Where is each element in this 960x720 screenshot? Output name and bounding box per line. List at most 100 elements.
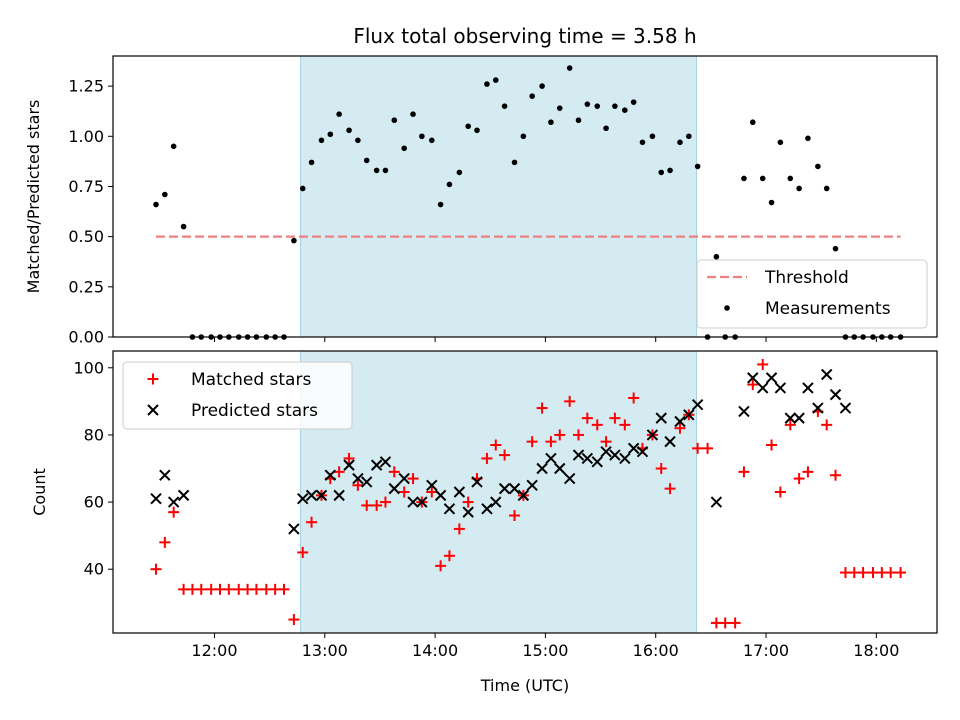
data-point (471, 476, 483, 488)
data-point (812, 402, 824, 414)
data-point (398, 486, 410, 498)
count-panel: 40 60 80 100 12:00 13:00 14:00 15:00 16:00 17:00… (30, 350, 938, 660)
data-point (747, 379, 759, 391)
data-point (581, 412, 593, 424)
x-tick-label: 15:00 (522, 641, 568, 660)
data-point (548, 119, 554, 126)
data-point (591, 419, 603, 431)
data-point (895, 567, 907, 579)
data-point (757, 382, 769, 394)
data-point (195, 583, 207, 595)
predicted-stars-series (150, 368, 852, 535)
data-point (410, 111, 416, 118)
data-point (250, 583, 262, 595)
data-point (622, 107, 628, 113)
data-point (805, 135, 811, 142)
data-point (774, 486, 786, 498)
data-point (575, 117, 582, 124)
data-point (885, 567, 897, 579)
data-point (520, 133, 527, 140)
count-y-ticks: 40 60 80 100 (73, 358, 113, 579)
data-point (159, 536, 171, 548)
data-point (291, 237, 297, 244)
data-point (481, 452, 493, 464)
data-point (793, 412, 805, 424)
data-point (379, 496, 391, 508)
data-point (526, 479, 538, 491)
data-point (501, 103, 508, 109)
data-point (419, 133, 425, 140)
data-point (434, 489, 447, 502)
data-point (297, 546, 309, 558)
data-point (612, 103, 618, 109)
data-point (839, 402, 852, 414)
data-point (153, 201, 159, 208)
data-point (305, 489, 318, 502)
data-point (288, 614, 300, 626)
data-point (481, 503, 493, 515)
data-point (655, 412, 667, 424)
data-point (677, 139, 683, 146)
legend-label: Measurements (765, 299, 891, 319)
data-point (352, 479, 364, 491)
data-point (768, 199, 775, 206)
data-point (600, 446, 612, 458)
measurements-series (153, 65, 904, 340)
x-tick-label: 14:00 (412, 641, 458, 660)
count-y-axis-label: Count (30, 468, 49, 516)
data-point (536, 402, 548, 414)
data-point (686, 133, 692, 140)
data-point (299, 185, 306, 192)
data-point (729, 617, 741, 629)
data-point (609, 449, 621, 461)
data-point (462, 496, 474, 508)
legend-entry: Measurements (724, 299, 891, 319)
data-point (832, 245, 839, 252)
data-point (343, 452, 355, 464)
y-tick-label: 100 (73, 358, 104, 377)
data-point (407, 473, 419, 485)
legend-entry: Threshold (707, 268, 849, 288)
data-point (655, 463, 667, 474)
data-point (741, 175, 747, 182)
data-point (554, 462, 566, 475)
data-point (371, 499, 383, 511)
data-point (572, 449, 585, 461)
legend-label: Threshold (764, 268, 849, 288)
x-tick-label: 17:00 (743, 641, 789, 660)
data-point (355, 137, 361, 144)
y-tick-label: 0.25 (68, 277, 104, 296)
data-point (664, 435, 676, 448)
data-point (426, 486, 438, 498)
y-tick-label: 0.75 (68, 177, 104, 196)
data-point (343, 459, 355, 471)
data-point (508, 482, 521, 495)
data-point (765, 372, 778, 384)
x-tick-label: 18:00 (853, 641, 899, 660)
data-point (315, 489, 328, 502)
data-point (388, 466, 400, 478)
data-point (710, 496, 723, 508)
data-point (820, 368, 833, 381)
data-point (327, 131, 334, 138)
data-point (619, 452, 631, 465)
data-point (636, 446, 649, 458)
data-point (584, 101, 591, 107)
data-point (492, 77, 499, 83)
data-point (336, 111, 342, 118)
y-tick-label: 80 (84, 425, 104, 444)
ratio-axes-frame (112, 55, 938, 338)
data-point (333, 466, 345, 478)
data-point (766, 439, 778, 451)
data-point (591, 456, 603, 468)
data-point (474, 127, 480, 134)
data-point (526, 436, 538, 448)
data-point (346, 127, 352, 134)
data-point (539, 83, 545, 89)
ratio-x-ticks (213, 337, 877, 342)
data-point (691, 399, 704, 411)
data-point (554, 429, 566, 441)
data-point (443, 503, 456, 515)
data-point (456, 169, 463, 176)
data-point (391, 117, 398, 124)
